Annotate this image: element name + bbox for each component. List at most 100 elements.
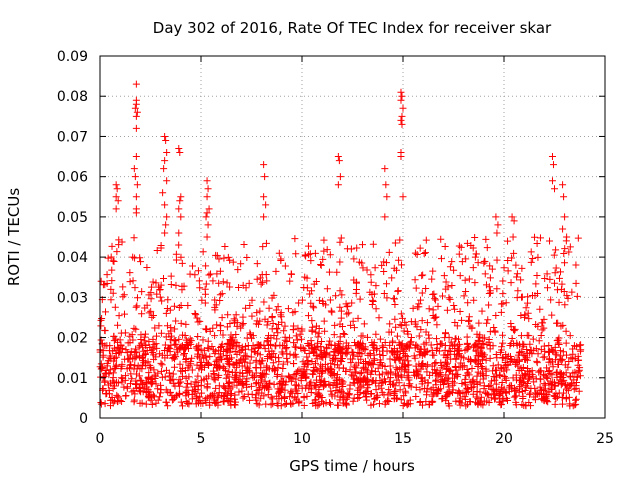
data-point	[514, 287, 522, 295]
data-point	[521, 371, 529, 379]
data-point	[383, 347, 391, 355]
data-point	[241, 358, 249, 366]
data-point	[226, 256, 234, 264]
data-point	[175, 205, 183, 213]
data-point	[394, 287, 402, 295]
data-point	[108, 396, 116, 404]
data-point	[107, 296, 115, 304]
data-point	[253, 341, 261, 349]
data-point	[315, 386, 323, 394]
y-tick-label: 0.07	[57, 129, 88, 145]
data-point	[221, 243, 229, 251]
data-point	[560, 193, 568, 201]
data-point	[212, 384, 220, 392]
data-point	[350, 255, 358, 263]
data-point	[399, 402, 407, 410]
data-point	[220, 364, 228, 372]
data-point	[573, 292, 581, 300]
y-tick-label: 0	[79, 411, 88, 427]
data-point	[126, 278, 134, 286]
data-point	[570, 385, 578, 393]
data-point	[441, 376, 449, 384]
data-point	[432, 359, 440, 367]
data-point	[130, 387, 138, 395]
data-point	[431, 296, 439, 304]
data-point	[147, 283, 155, 291]
data-point	[149, 335, 157, 343]
data-point	[97, 277, 105, 285]
data-point	[237, 260, 245, 268]
data-point	[193, 314, 201, 322]
data-point	[524, 293, 532, 301]
data-point	[519, 378, 527, 386]
data-point	[443, 392, 451, 400]
data-point	[360, 320, 368, 328]
data-point	[351, 379, 359, 387]
data-point	[166, 336, 174, 344]
data-point	[154, 385, 162, 393]
data-point	[205, 271, 213, 279]
data-point	[412, 383, 420, 391]
data-point	[413, 303, 421, 311]
data-point	[112, 205, 120, 213]
data-point	[385, 398, 393, 406]
data-point	[222, 374, 230, 382]
data-point	[551, 269, 559, 277]
data-point	[367, 390, 375, 398]
data-point	[369, 297, 377, 305]
data-point	[260, 298, 268, 306]
data-point	[403, 353, 411, 361]
data-point	[151, 371, 159, 379]
data-point	[289, 359, 297, 367]
data-point	[577, 341, 585, 349]
data-point	[557, 370, 565, 378]
data-point	[112, 361, 120, 369]
data-point	[480, 259, 488, 267]
y-tick-label: 0.09	[57, 49, 88, 65]
data-point	[487, 377, 495, 385]
data-point	[534, 253, 542, 261]
data-point	[141, 350, 149, 358]
data-point	[556, 376, 564, 384]
data-point	[195, 341, 203, 349]
data-point	[193, 378, 201, 386]
data-point	[297, 335, 305, 343]
data-point	[142, 400, 150, 408]
data-point	[256, 274, 264, 282]
data-point	[552, 246, 560, 254]
data-point	[226, 319, 234, 327]
data-point	[407, 340, 415, 348]
data-point	[169, 396, 177, 404]
data-point	[272, 353, 280, 361]
data-point	[568, 380, 576, 388]
data-point	[482, 235, 490, 243]
data-point	[310, 382, 318, 390]
data-point	[346, 355, 354, 363]
data-point	[386, 320, 394, 328]
data-point	[551, 185, 558, 193]
data-point	[325, 268, 333, 276]
data-point	[98, 315, 106, 323]
data-point	[228, 368, 236, 376]
data-point	[536, 383, 544, 391]
data-point	[126, 380, 134, 388]
data-point	[248, 390, 256, 398]
data-point	[127, 361, 135, 369]
data-point	[152, 340, 160, 348]
data-point	[211, 296, 219, 304]
data-point	[431, 295, 439, 303]
data-point	[295, 382, 303, 390]
data-point	[175, 335, 183, 343]
data-point	[256, 351, 264, 359]
data-point	[303, 392, 311, 400]
data-point	[474, 401, 482, 409]
data-point	[194, 333, 202, 341]
data-point	[372, 377, 380, 385]
data-point	[117, 374, 125, 382]
x-tick-label: 20	[495, 431, 513, 447]
data-point	[246, 302, 254, 310]
data-point	[250, 348, 258, 356]
data-point	[503, 394, 511, 402]
data-point	[459, 363, 467, 371]
data-point	[299, 367, 307, 375]
